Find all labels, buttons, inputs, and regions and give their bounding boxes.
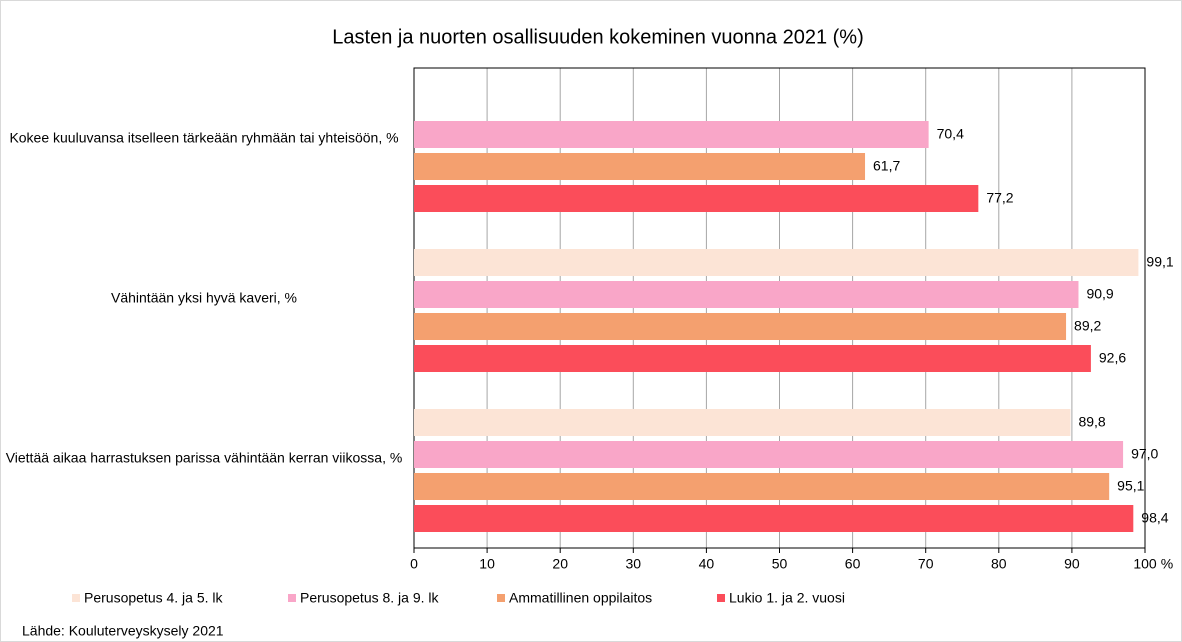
legend-swatch: [288, 594, 296, 602]
bar: [414, 505, 1134, 532]
bar: [414, 185, 979, 212]
x-tick-label: 70: [918, 556, 934, 572]
bar: [414, 473, 1110, 500]
legend-label: Lukio 1. ja 2. vuosi: [729, 590, 845, 606]
x-unit: %: [1161, 556, 1173, 572]
value-label: 77,2: [986, 190, 1013, 206]
legend-swatch: [717, 594, 725, 602]
x-tick-label: 40: [699, 556, 715, 572]
value-label: 98,4: [1141, 510, 1168, 526]
bar: [414, 249, 1139, 276]
bar: [414, 153, 866, 180]
value-label: 61,7: [873, 158, 900, 174]
value-label: 97,0: [1131, 446, 1158, 462]
bar: [414, 281, 1079, 308]
value-label: 70,4: [937, 126, 964, 142]
legend-label: Ammatillinen oppilaitos: [509, 590, 652, 606]
bar: [414, 441, 1124, 468]
x-tick-label: 80: [991, 556, 1007, 572]
source-note: Lähde: Kouluterveyskysely 2021: [22, 623, 224, 639]
legend-swatch: [72, 594, 80, 602]
x-tick-label: 20: [552, 556, 568, 572]
value-label: 95,1: [1117, 478, 1144, 494]
chart-title: Lasten ja nuorten osallisuuden kokeminen…: [332, 26, 863, 48]
x-tick-label: 30: [626, 556, 642, 572]
category-label: Kokee kuuluvansa itselleen tärkeään ryhm…: [9, 129, 399, 146]
legend-swatch: [497, 594, 505, 602]
legend-label: Perusopetus 4. ja 5. lk: [84, 590, 224, 606]
x-tick-label: 90: [1064, 556, 1080, 572]
value-label: 89,8: [1078, 414, 1105, 430]
x-tick-label: 0: [410, 556, 418, 572]
legend-label: Perusopetus 8. ja 9. lk: [300, 590, 440, 606]
category-label: Viettää aikaa harrastuksen parissa vähin…: [5, 449, 403, 466]
value-label: 92,6: [1099, 350, 1126, 366]
x-tick-label: 50: [772, 556, 788, 572]
value-label: 89,2: [1074, 318, 1101, 334]
category-label: Vähintään yksi hyvä kaveri, %: [111, 289, 297, 306]
bar: [414, 409, 1071, 436]
bar: [414, 345, 1091, 372]
value-label: 90,9: [1086, 286, 1113, 302]
bar: [414, 313, 1067, 340]
x-tick-label: 60: [845, 556, 861, 572]
value-label: 99,1: [1146, 254, 1173, 270]
bar: [414, 121, 929, 148]
x-tick-label: 10: [479, 556, 495, 572]
x-tick-label: 100: [1133, 556, 1157, 572]
